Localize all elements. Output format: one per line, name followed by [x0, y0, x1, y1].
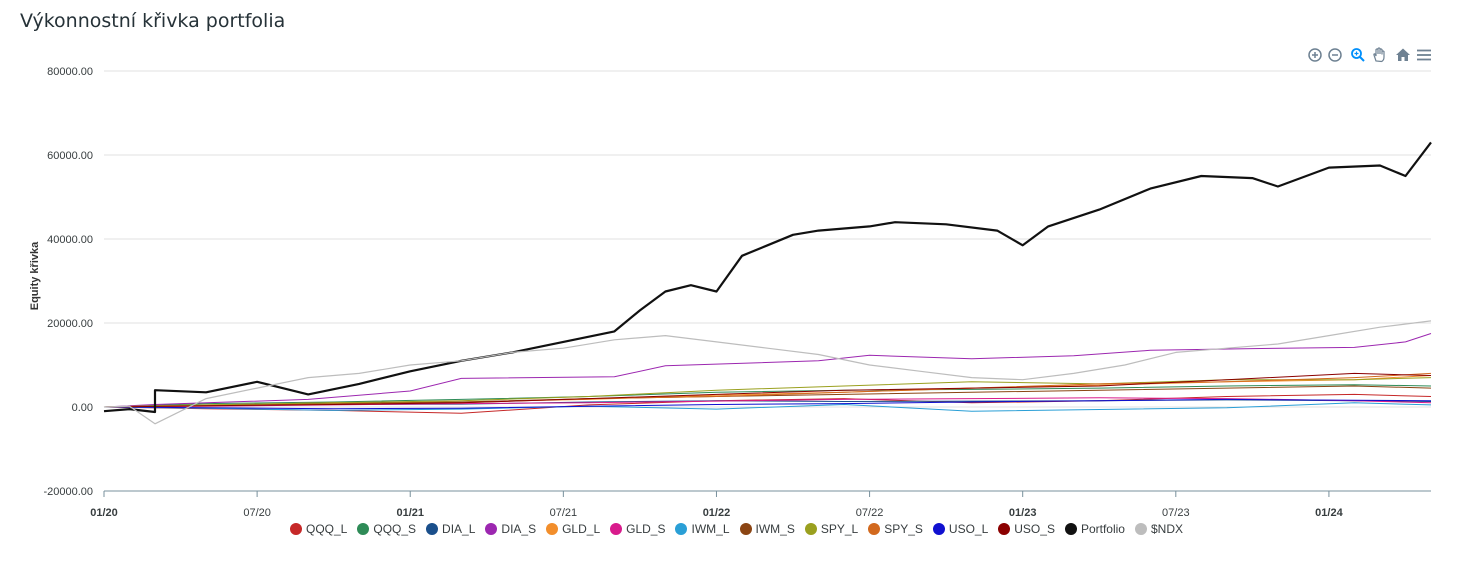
y-tick-label: 80000.00 — [47, 66, 93, 78]
legend-marker — [1064, 523, 1077, 535]
series-line-qqqs — [103, 384, 1432, 408]
legend-item[interactable]: SPY_S — [868, 522, 923, 536]
series-line-portfolio — [103, 141, 1432, 414]
y-tick-label: -20000.00 — [43, 486, 93, 498]
x-axis: 01/20 07/20 01/21 07/21 01/22 07/22 01/23 07/23… — [90, 490, 1431, 519]
pan-icon[interactable] — [1369, 45, 1389, 65]
x-tick-label: 01/20 — [90, 507, 118, 519]
legend-item[interactable]: $NDX — [1134, 522, 1183, 536]
x-tick-label: 07/20 — [243, 507, 271, 519]
legend-label: QQQ_S — [373, 522, 417, 536]
reset-home-icon[interactable] — [1393, 45, 1413, 65]
legend-marker — [932, 523, 945, 535]
selection-zoom-icon[interactable] — [1348, 45, 1368, 65]
legend-label: DIA_L — [442, 522, 476, 536]
legend-marker — [290, 523, 302, 535]
series-line-dias — [103, 333, 1432, 408]
series-line-usos — [103, 372, 1432, 408]
page-title: Výkonnostní křivka portfolia — [20, 10, 286, 32]
zoom-out-icon[interactable] — [1325, 45, 1345, 65]
y-axis: 80000.00 60000.00 40000.00 20000.00 0.00 -200… — [43, 66, 93, 498]
legend-label: Portfolio — [1080, 522, 1125, 536]
legend-item[interactable]: USO_S — [998, 522, 1055, 536]
legend-marker — [675, 523, 688, 535]
x-tick-label: 07/23 — [1162, 507, 1190, 519]
legend-item[interactable]: DIA_L — [426, 522, 475, 536]
legend-label: DIA_S — [501, 522, 537, 536]
menu-icon[interactable] — [1414, 45, 1434, 65]
x-tick-label: 07/21 — [550, 507, 578, 519]
legend-label: USO_L — [948, 522, 989, 536]
legend-item[interactable]: QQQ_L — [290, 522, 347, 536]
y-tick-label: 40000.00 — [47, 234, 93, 246]
legend-label: QQQ_L — [306, 522, 348, 536]
legend-item[interactable]: GLD_S — [610, 522, 665, 536]
legend-label: SPY_L — [820, 522, 859, 536]
x-tick-label: 01/23 — [1009, 507, 1037, 519]
series-line-ndx — [103, 320, 1432, 425]
y-tick-label: 0.00 — [72, 402, 93, 414]
legend-marker — [868, 523, 881, 535]
legend-label: IWM_L — [691, 522, 730, 536]
legend-marker — [739, 523, 752, 535]
series-line-usol — [103, 398, 1432, 410]
legend-item[interactable]: DIA_S — [485, 522, 536, 536]
zoom-in-icon[interactable] — [1305, 45, 1325, 65]
legend-marker — [485, 523, 498, 535]
legend-item[interactable]: IWM_L — [675, 522, 730, 536]
legend-item[interactable]: SPY_L — [804, 522, 859, 536]
series-line-spyl — [103, 377, 1432, 408]
x-tick-label: 01/24 — [1315, 507, 1343, 519]
legend-item[interactable]: USO_L — [932, 522, 989, 536]
legend-label: USO_S — [1014, 522, 1055, 536]
legend-item[interactable]: IWM_S — [739, 522, 795, 536]
grid-lines — [104, 70, 1431, 492]
legend-marker — [357, 523, 370, 535]
legend-label: GLD_L — [562, 522, 601, 536]
legend-marker — [426, 523, 439, 535]
plot-area — [103, 141, 1432, 425]
x-tick-label: 07/22 — [856, 507, 884, 519]
legend-marker — [1134, 523, 1147, 535]
x-tick-label: 01/22 — [703, 507, 731, 519]
legend-marker — [610, 523, 623, 535]
y-tick-label: 20000.00 — [47, 318, 93, 330]
series-line-iwml — [103, 402, 1432, 412]
y-tick-label: 60000.00 — [47, 150, 93, 162]
chart-toolbar — [1305, 45, 1435, 65]
legend-label: $NDX — [1150, 522, 1183, 536]
legend-item[interactable]: QQQ_S — [357, 522, 416, 536]
legend-label: IWM_S — [755, 522, 795, 536]
legend-label: GLD_S — [626, 522, 666, 536]
legend-marker — [546, 523, 559, 535]
legend-item[interactable]: GLD_L — [546, 522, 600, 536]
chart-legend: QQQ_L QQQ_S DIA_L DIA_S GLD_L GLD_S IWM_L IWM_S… — [0, 522, 1463, 542]
legend-marker — [998, 523, 1011, 535]
x-tick-label: 01/21 — [396, 507, 424, 519]
legend-item[interactable]: Portfolio — [1064, 522, 1125, 536]
legend-marker — [804, 523, 817, 535]
legend-label: SPY_S — [884, 522, 923, 536]
